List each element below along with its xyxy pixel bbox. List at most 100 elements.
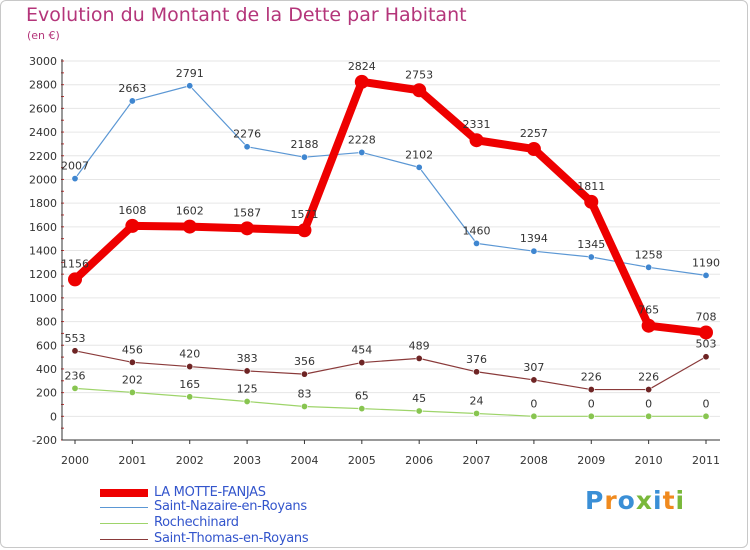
data-point bbox=[358, 405, 366, 413]
data-label: 2791 bbox=[176, 67, 204, 80]
data-label: 2228 bbox=[348, 133, 376, 146]
y-tick-label: 1000 bbox=[29, 292, 57, 305]
x-tick-label: 2007 bbox=[463, 454, 491, 467]
data-point bbox=[645, 386, 653, 394]
x-tick-label: 2011 bbox=[692, 454, 720, 467]
data-point bbox=[530, 247, 538, 255]
series-la-motte-fanjas: 1156 1608 1602 1587 1571 2824 2753 2331 2257 1811… bbox=[61, 60, 717, 340]
data-label: 503 bbox=[696, 338, 717, 351]
legend-label: Saint-Thomas-en-Royans bbox=[154, 531, 309, 546]
data-point bbox=[473, 409, 481, 417]
x-tick-label: 2004 bbox=[290, 454, 318, 467]
data-point bbox=[702, 271, 710, 279]
y-tick-label: 0 bbox=[50, 410, 57, 423]
data-label: 2753 bbox=[405, 68, 433, 81]
data-label: 376 bbox=[466, 353, 487, 366]
data-label: 1156 bbox=[61, 257, 89, 270]
x-tick-label: 2001 bbox=[118, 454, 146, 467]
brand-letter: r bbox=[604, 486, 618, 515]
data-label: 1190 bbox=[692, 256, 720, 269]
data-point bbox=[300, 402, 308, 410]
data-point bbox=[300, 153, 308, 161]
y-tick-label: 200 bbox=[36, 387, 57, 400]
legend-swatch bbox=[100, 489, 148, 497]
data-label: 1258 bbox=[635, 248, 663, 261]
y-tick-label: 3000 bbox=[29, 55, 57, 68]
y-tick-label: 1600 bbox=[29, 221, 57, 234]
data-point bbox=[68, 272, 82, 287]
data-label: 226 bbox=[638, 371, 659, 384]
data-label: 226 bbox=[581, 371, 602, 384]
data-label: 0 bbox=[703, 397, 710, 410]
series-line bbox=[71, 77, 710, 337]
brand-letter: t bbox=[662, 486, 676, 515]
data-label: 553 bbox=[65, 332, 86, 345]
x-tick-label: 2005 bbox=[348, 454, 376, 467]
data-label: 765 bbox=[638, 304, 659, 317]
data-point bbox=[297, 223, 312, 238]
data-point bbox=[587, 253, 595, 261]
data-label: 2007 bbox=[61, 160, 89, 173]
x-tick-label: 2008 bbox=[520, 454, 548, 467]
data-point bbox=[128, 97, 136, 105]
data-point bbox=[358, 359, 366, 367]
data-label: 383 bbox=[237, 352, 258, 365]
y-tick-label: 800 bbox=[36, 316, 57, 329]
data-point bbox=[71, 347, 79, 355]
data-label: 0 bbox=[588, 397, 595, 410]
y-tick-label: 1400 bbox=[29, 245, 57, 258]
data-label: 1571 bbox=[290, 208, 318, 221]
data-point bbox=[186, 82, 194, 90]
data-label: 125 bbox=[237, 383, 258, 396]
series-line bbox=[74, 387, 707, 417]
series-saint-thomas-en-royans: 553 456 420 383 356 454 489 376 307 226 226 503 bbox=[65, 332, 717, 394]
legend-label: LA MOTTE-FANJAS bbox=[154, 485, 266, 500]
data-point bbox=[128, 358, 136, 366]
data-label: 2276 bbox=[233, 128, 261, 141]
data-label: 356 bbox=[294, 355, 315, 368]
data-label: 45 bbox=[412, 392, 426, 405]
legend-swatch bbox=[100, 523, 148, 524]
y-tick-label: 2200 bbox=[29, 150, 57, 163]
brand-letter: x bbox=[635, 486, 653, 515]
x-tick-label: 2010 bbox=[635, 454, 663, 467]
y-tick-label: 400 bbox=[36, 363, 57, 376]
x-tick-label: 2003 bbox=[233, 454, 261, 467]
data-label: 2188 bbox=[290, 138, 318, 151]
data-label: 2257 bbox=[520, 127, 548, 140]
data-label: 1608 bbox=[118, 204, 146, 217]
data-label: 1460 bbox=[463, 224, 491, 237]
data-label: 1602 bbox=[176, 205, 204, 218]
series-line bbox=[74, 350, 707, 391]
data-point bbox=[641, 318, 656, 333]
data-point bbox=[587, 386, 595, 394]
data-label: 307 bbox=[523, 361, 544, 374]
data-point bbox=[125, 218, 140, 233]
brand-letter: i bbox=[675, 486, 686, 515]
data-label: 708 bbox=[696, 310, 717, 323]
data-point bbox=[473, 368, 481, 376]
data-label: 0 bbox=[530, 397, 537, 410]
data-point bbox=[186, 363, 194, 371]
data-label: 0 bbox=[645, 397, 652, 410]
data-label: 2824 bbox=[348, 60, 376, 73]
data-label: 2663 bbox=[118, 82, 146, 95]
x-tick-label: 2002 bbox=[176, 454, 204, 467]
y-tick-label: 2000 bbox=[29, 173, 57, 186]
data-label: 420 bbox=[179, 348, 200, 361]
data-label: 2331 bbox=[463, 118, 491, 131]
data-label: 1394 bbox=[520, 232, 548, 245]
data-point bbox=[243, 143, 251, 151]
data-label: 1345 bbox=[577, 238, 605, 251]
legend-label: Saint-Nazaire-en-Royans bbox=[154, 499, 307, 514]
data-label: 489 bbox=[409, 339, 430, 352]
data-point bbox=[530, 412, 538, 420]
brand-letter: i bbox=[653, 486, 663, 515]
data-point bbox=[358, 148, 366, 156]
brand-letter: P bbox=[585, 486, 605, 515]
data-point bbox=[71, 384, 79, 392]
series-rochechinard: 236 202 165 125 83 65 45 24 0 0 0 0 bbox=[65, 369, 710, 420]
y-tick-label: 600 bbox=[36, 339, 57, 352]
data-label: 1587 bbox=[233, 206, 261, 219]
legend-swatch bbox=[100, 539, 148, 540]
